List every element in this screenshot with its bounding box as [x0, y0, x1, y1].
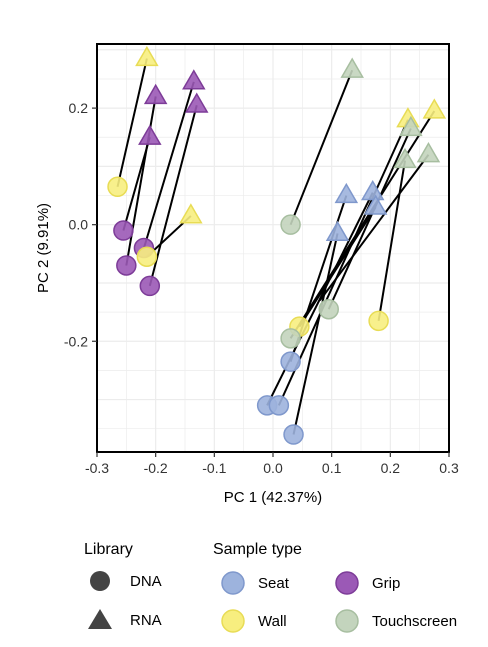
connector-line	[277, 119, 409, 406]
x-tick-label: 0.1	[322, 460, 342, 476]
x-tick-label: 0.3	[439, 460, 459, 476]
point-grip-rna	[138, 124, 162, 145]
legend-library-title: Library	[84, 541, 133, 558]
point-grip-dna	[113, 220, 134, 241]
point-touchscreen-rna	[416, 142, 441, 163]
point-grip-rna	[182, 69, 206, 90]
legend-sample-type-label: Wall	[258, 613, 287, 630]
point-grip-dna	[139, 275, 161, 297]
point-wall-dna	[368, 310, 389, 332]
legend-swatch-grip	[335, 571, 359, 595]
legend-rna-triangle	[88, 609, 112, 629]
x-tick-label: -0.1	[202, 460, 226, 476]
point-wall-rna	[179, 203, 203, 224]
point-grip-rna	[184, 92, 209, 113]
point-wall-rna	[422, 98, 447, 119]
legend-sample-type-label: Seat	[258, 575, 290, 592]
connector-line	[125, 96, 157, 266]
y-tick-label: -0.2	[64, 333, 88, 349]
connector-line	[148, 104, 198, 287]
point-seat-rna	[334, 182, 359, 204]
point-touchscreen-rna	[340, 57, 364, 78]
connector-line	[289, 69, 354, 226]
point-seat-rna	[325, 220, 350, 242]
point-seat-rna	[363, 194, 388, 215]
x-tick-label: -0.2	[144, 460, 168, 476]
legend-library-label: DNA	[130, 573, 162, 590]
point-touchscreen-dna	[318, 298, 339, 320]
point-wall-rna	[135, 45, 159, 67]
y-axis-title: PC 2 (9.91%)	[35, 203, 52, 293]
legend-sample-type-title: Sample type	[213, 541, 302, 558]
connector-line	[116, 58, 148, 188]
legend-swatch-touchscreen	[335, 609, 359, 633]
y-tick-label: 0.2	[69, 100, 89, 116]
point-grip-dna	[116, 255, 137, 276]
data-points	[107, 45, 447, 445]
legend-swatch-seat	[221, 571, 245, 595]
point-touchscreen-rna	[399, 115, 423, 137]
x-tick-label: 0.0	[263, 460, 283, 476]
point-touchscreen-dna	[280, 328, 301, 349]
point-seat-dna	[283, 424, 304, 445]
point-touchscreen-rna	[393, 147, 417, 169]
legend-swatch-wall	[221, 609, 245, 633]
legend-sample-type-label: Grip	[372, 575, 400, 592]
point-grip-rna	[143, 83, 168, 105]
legend-sample-type-label: Touchscreen	[372, 613, 457, 630]
point-wall-dna	[107, 176, 128, 198]
connector-line	[327, 128, 412, 310]
connector-line	[319, 154, 430, 302]
connecting-lines	[116, 58, 436, 435]
legend-dna-circle	[90, 571, 110, 591]
connector-line	[289, 110, 436, 339]
point-seat-rna	[360, 179, 385, 201]
connector-line	[142, 81, 195, 249]
connector-line	[298, 206, 377, 328]
point-wall-dna	[136, 246, 158, 267]
point-seat-dna	[280, 351, 301, 372]
point-seat-dna	[268, 395, 290, 416]
x-tick-label: 0.2	[381, 460, 401, 476]
connector-line	[377, 160, 406, 322]
x-tick-label: -0.3	[85, 460, 109, 476]
legend-library-label: RNA	[130, 612, 162, 629]
y-tick-label: 0.0	[69, 217, 89, 233]
connector-line	[292, 233, 339, 435]
x-axis-title: PC 1 (42.37%)	[224, 489, 322, 506]
point-touchscreen-dna	[280, 214, 301, 235]
